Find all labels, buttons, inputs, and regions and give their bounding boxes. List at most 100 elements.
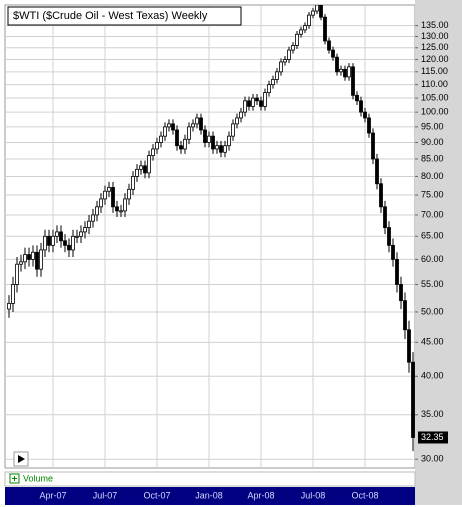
candle-body: [19, 261, 23, 265]
candle-body: [291, 45, 295, 51]
candle-body: [7, 303, 11, 310]
play-icon: [18, 455, 25, 463]
candle-body: [59, 231, 63, 242]
candle-body: [403, 300, 407, 331]
candle-body: [51, 235, 55, 246]
candle-body: [295, 33, 299, 46]
candle-body: [111, 187, 115, 208]
candle-body: [315, 5, 319, 12]
candle-body: [235, 117, 239, 125]
candles: [7, 5, 415, 452]
candle-body: [155, 142, 159, 150]
candle-body: [147, 155, 151, 174]
candle-body: [259, 100, 263, 107]
candle-body: [135, 168, 139, 177]
y-tick-label: 50.00: [421, 306, 444, 316]
candle-body: [47, 235, 51, 246]
candle-body: [355, 94, 359, 102]
candle-body: [187, 126, 191, 140]
y-tick-label: 120.00: [421, 54, 449, 64]
y-tick-label: 55.00: [421, 279, 444, 289]
y-tick-label: 85.00: [421, 153, 444, 163]
candle-body: [79, 231, 83, 237]
y-tick-label: 105.00: [421, 92, 449, 102]
candle-body: [307, 14, 311, 27]
candle-body: [63, 240, 67, 246]
x-tick-label: Jul-08: [301, 490, 326, 500]
candle-body: [167, 123, 171, 128]
y-tick-label: 115.00: [421, 66, 448, 76]
title-box: [7, 6, 242, 26]
candle-body: [251, 97, 255, 107]
candle-body: [131, 176, 135, 190]
x-tick-label: Jul-07: [93, 490, 118, 500]
candle-body: [23, 254, 27, 263]
y-tick-label: 65.00: [421, 231, 444, 241]
candle-body: [383, 206, 387, 228]
candle-body: [391, 244, 395, 260]
candle-body: [311, 10, 315, 16]
candle-body: [319, 5, 323, 18]
candle-body: [387, 227, 391, 246]
candle-body: [223, 145, 227, 153]
y-tick-label: 60.00: [421, 254, 444, 264]
volume-panel: [4, 471, 416, 487]
candle-body: [303, 25, 307, 31]
candle-body: [91, 214, 95, 222]
y-tick-label: 35.00: [421, 409, 444, 419]
candle-body: [171, 123, 175, 131]
candle-body: [299, 29, 303, 35]
candle-body: [71, 235, 75, 251]
x-tick-label: Jan-08: [195, 490, 223, 500]
candle-body: [139, 165, 143, 170]
x-tick-label: Apr-07: [39, 490, 66, 500]
candle-body: [83, 227, 87, 233]
volume-label: Volume: [23, 473, 53, 483]
candle-body: [31, 251, 35, 260]
candle-body: [127, 188, 131, 200]
candle-body: [103, 190, 107, 200]
y-tick-label: 70.00: [421, 209, 444, 219]
corner: [415, 487, 462, 505]
candle-body: [399, 284, 403, 302]
x-tick-label: Oct-08: [351, 490, 378, 500]
candle-body: [323, 16, 327, 42]
candle-body: [95, 206, 99, 216]
candle-body: [331, 49, 335, 58]
candle-body: [363, 111, 367, 119]
candle-body: [375, 158, 379, 185]
candle-body: [207, 135, 211, 143]
y-tick-label: 110.00: [421, 79, 448, 89]
candle-body: [99, 198, 103, 208]
candle-body: [199, 117, 203, 131]
candle-body: [343, 68, 347, 78]
x-tick-label: Oct-07: [143, 490, 170, 500]
y-tick-label: 30.00: [421, 454, 444, 464]
y-tick-label: 100.00: [421, 106, 449, 116]
x-tick-label: Apr-08: [247, 490, 274, 500]
candle-body: [195, 117, 199, 125]
candle-body: [183, 138, 187, 150]
y-tick-label: 125.00: [421, 42, 449, 52]
candle-body: [35, 251, 39, 270]
candle-body: [215, 145, 219, 150]
candle-body: [143, 165, 147, 174]
candle-body: [271, 79, 275, 86]
candle-body: [11, 284, 15, 304]
candle-body: [175, 129, 179, 147]
y-tick-label: 40.00: [421, 371, 444, 381]
candle-body: [39, 249, 43, 270]
candle-body: [395, 258, 399, 285]
price-axis-panel: [415, 0, 462, 487]
candle-body: [351, 66, 355, 96]
candle-body: [151, 148, 155, 157]
candle-body: [359, 100, 363, 113]
candle-body: [263, 92, 267, 107]
y-tick-label: 80.00: [421, 171, 444, 181]
candle-body: [287, 49, 291, 60]
candle-body: [179, 145, 183, 150]
candle-body: [203, 129, 207, 143]
plus-icon: [12, 476, 17, 481]
candle-body: [43, 235, 47, 251]
